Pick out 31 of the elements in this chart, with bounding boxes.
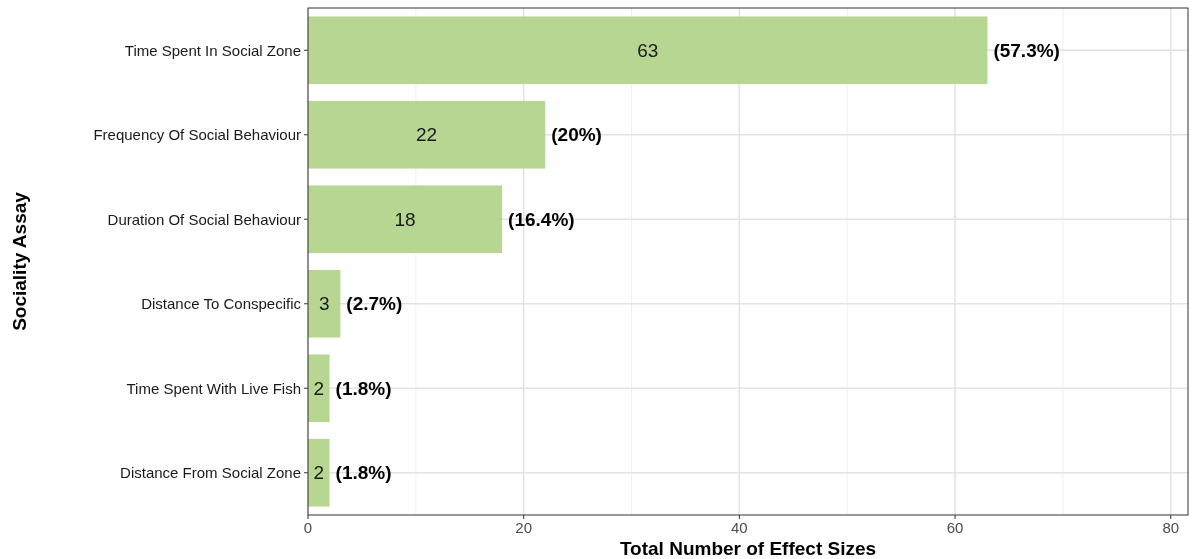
annotation: (1.8%) (335, 462, 392, 484)
y-tick-label: Distance To Conspecific (141, 295, 302, 312)
x-tick-label: 60 (946, 519, 964, 536)
annotation: (2.7%) (346, 293, 403, 315)
data-label: 2 (313, 377, 325, 399)
bar (308, 354, 330, 423)
x-tick-label: 80 (1162, 519, 1180, 536)
annotation: (16.4%) (508, 208, 575, 230)
bar (308, 16, 988, 85)
data-label: 2 (313, 462, 325, 484)
y-tick-label: Time Spent In Social Zone (124, 41, 301, 59)
annotation: (1.8%) (335, 377, 392, 399)
x-tick-label: 40 (731, 519, 748, 536)
bar (308, 269, 341, 338)
y-tick-label: Time Spent With Live Fish (126, 379, 301, 397)
bar (308, 438, 330, 507)
data-label: 3 (318, 293, 330, 315)
x-tick-label: 20 (515, 519, 533, 536)
y-tick-label: Duration Of Social Behaviour (107, 210, 301, 228)
annotation: (20%) (551, 124, 602, 146)
x-tick-label: 0 (303, 519, 313, 536)
y-tick-label: Distance From Social Zone (120, 464, 301, 481)
annotation: (57.3%) (993, 39, 1060, 61)
data-label: 22 (416, 124, 438, 146)
data-label: 18 (394, 208, 416, 230)
bar (308, 100, 546, 169)
y-axis-title: Sociality Assay (9, 191, 30, 331)
x-axis-title: Total Number of Effect Sizes (619, 538, 877, 559)
y-tick-label: Frequency Of Social Behaviour (93, 126, 301, 143)
data-label: 63 (637, 39, 659, 61)
bar (308, 185, 503, 254)
